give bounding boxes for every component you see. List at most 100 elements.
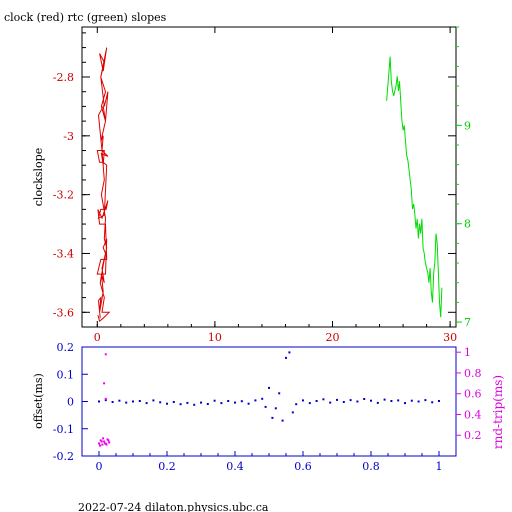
offset-point (285, 356, 287, 359)
footer-host-date: 2022-07-24 dilaton.physics.ubc.ca (78, 501, 269, 512)
offset-point (329, 401, 332, 404)
bottom-y2-tick-label: 1 (464, 346, 471, 359)
top-y2-tick-label: 8 (464, 218, 471, 231)
offset-point (431, 401, 434, 404)
top-x-tick-label: 20 (326, 331, 340, 344)
offset-point (264, 405, 267, 408)
rnd-trip-point (103, 440, 106, 443)
top-y2-axis: 7 8 9 (456, 26, 471, 329)
offset-point (227, 400, 230, 402)
top-x-tick-label: 30 (443, 331, 457, 344)
bottom-x-tick-label: 1 (436, 460, 443, 473)
bottom-x-tick-label: 0.6 (294, 460, 312, 473)
rtc-slope-line (386, 56, 443, 318)
top-y-tick-label: -3 (63, 130, 74, 143)
offset-point (308, 402, 311, 405)
offset-point (240, 400, 243, 403)
rnd-trip-point (105, 443, 108, 446)
offset-point (172, 401, 175, 403)
offset-point (111, 401, 114, 403)
bottom-x-axis: 0 0.2 0.4 0.6 0.8 1 (96, 451, 443, 473)
offset-point (132, 400, 134, 403)
bottom-y-tick-label: 0.1 (57, 368, 75, 381)
bottom-y2-axis: 0.2 0.4 0.6 0.8 1 (456, 346, 482, 442)
offset-point (315, 400, 318, 402)
offset-point (274, 407, 277, 410)
offset-point (268, 386, 270, 389)
offset-point (336, 398, 338, 401)
top-y-tick-label: -3.2 (53, 189, 74, 202)
rnd-trip-point (99, 439, 102, 442)
offset-point (179, 403, 182, 406)
bottom-x-tick-label: 0 (96, 460, 103, 473)
offset-point (288, 351, 291, 354)
offset-point (213, 399, 216, 402)
bottom-y2-tick-label: 0.4 (464, 408, 482, 421)
rnd-trip-point (107, 439, 110, 442)
offset-point (438, 400, 440, 402)
bottom-y-tick-label: 0.2 (57, 341, 75, 354)
rnd-trip-point (102, 437, 105, 440)
offset-point (363, 398, 366, 400)
offset-point (281, 419, 284, 422)
top-y-tick-label: -3.6 (53, 306, 74, 319)
rnd-trip-point (104, 442, 107, 445)
bottom-y-axis-label: offset(ms) (32, 373, 45, 429)
top-x-tick-label: 0 (94, 331, 101, 344)
offset-point (159, 401, 162, 404)
bottom-plot-frame (81, 346, 457, 457)
top-x-tick-label: 10 (208, 331, 222, 344)
top-y-axis: -2.8 -3 -3.2 -3.4 -3.6 (53, 32, 456, 328)
offset-point (186, 401, 189, 404)
bottom-y2-tick-label: 0.8 (464, 367, 482, 380)
offset-point (302, 399, 304, 402)
offset-point (271, 416, 274, 419)
top-y-tick-label: -3.4 (53, 247, 74, 260)
bottom-y-tick-label: 0 (67, 396, 74, 409)
rnd-trip-point (108, 441, 111, 444)
offset-point (138, 400, 141, 402)
bottom-y2-axis-label: rnd-trip(ms) (491, 375, 505, 449)
top-series-group (96, 47, 443, 322)
offset-point (125, 401, 128, 404)
offset-point (193, 403, 196, 406)
rnd-trip-point (101, 443, 104, 446)
bottom-x-tick-label: 0.2 (158, 460, 176, 473)
clock-slope-line (96, 47, 111, 322)
bottom-x-tick-label: 0.4 (226, 460, 244, 473)
offset-point (390, 400, 393, 402)
top-y2-tick-label: 9 (464, 119, 471, 132)
offset-point (200, 401, 202, 404)
rnd-trip-point (103, 382, 106, 385)
offset-point (145, 402, 148, 405)
offset-point (220, 402, 223, 405)
offset-point (104, 399, 107, 402)
top-x-axis: 0 10 20 30 (94, 27, 457, 344)
top-y-tick-label: -2.8 (53, 71, 74, 84)
bottom-x-tick-label: 0.8 (362, 460, 380, 473)
offset-point (278, 392, 281, 395)
offset-point (424, 399, 427, 402)
offset-point (152, 399, 155, 402)
offset-point (376, 401, 379, 404)
offset-point (261, 397, 264, 400)
rnd-trip-point (104, 397, 107, 400)
offset-point (295, 403, 298, 406)
top-chart-title: clock (red) rtc (green) slopes (4, 11, 167, 24)
offset-point (349, 399, 352, 402)
bottom-y2-tick-label: 0.6 (464, 388, 482, 401)
top-y2-tick-label: 7 (464, 316, 471, 329)
offset-point (322, 398, 325, 401)
rnd-trip-point (100, 440, 103, 443)
offset-point (98, 400, 100, 403)
bottom-y-axis: 0.2 0.1 0 -0.1 -0.2 (53, 341, 88, 463)
top-y-axis-label: clockslope (32, 148, 45, 206)
offset-point (206, 403, 209, 405)
offset-point (356, 400, 359, 403)
offset-point (247, 402, 250, 405)
offset-point (383, 398, 386, 401)
rnd-trip-point (104, 353, 107, 356)
offset-point (404, 402, 406, 405)
top-plot-frame (81, 26, 457, 328)
